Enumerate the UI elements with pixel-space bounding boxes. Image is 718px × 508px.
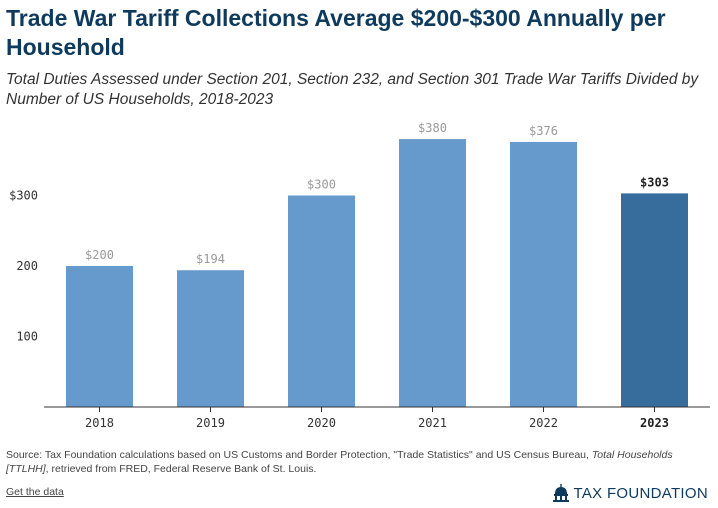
chart-subtitle: Total Duties Assessed under Section 201,…	[6, 71, 699, 108]
data-label: $300	[307, 178, 336, 192]
data-label: $303	[640, 175, 669, 189]
chart-title: Trade War Tariff Collections Average $20…	[6, 5, 666, 60]
y-tick-label: 100	[16, 330, 38, 344]
bar-2023	[621, 193, 688, 407]
bar-2019	[177, 270, 244, 407]
x-tick-label: 2018	[85, 416, 114, 430]
get-the-data-link[interactable]: Get the data	[6, 486, 64, 498]
x-tick-label: 2023	[640, 416, 669, 430]
source-italic: Total Households [TTLHH]	[6, 449, 673, 475]
x-tick-label: 2020	[307, 416, 336, 430]
x-tick-label: 2021	[418, 416, 447, 430]
bar-2018	[66, 266, 133, 407]
data-label: $200	[85, 248, 114, 262]
bar-chart: 100 200 $300 $200 2018 $194 2019 $300 2020 $380 20…	[9, 121, 710, 430]
x-tick-label: 2022	[529, 416, 558, 430]
y-tick-label: $300	[9, 189, 38, 203]
source-suffix: , retrieved from FRED, Federal Reserve B…	[45, 463, 317, 475]
data-label: $380	[418, 121, 447, 135]
data-label: $376	[529, 124, 558, 138]
bar-2022	[510, 141, 577, 408]
bar-2021	[399, 139, 466, 407]
x-tick-label: 2019	[196, 416, 225, 430]
capitol-dome-icon	[552, 484, 569, 502]
data-label: $194	[196, 252, 225, 266]
source-prefix: Source: Tax Foundation calculations base…	[6, 449, 592, 461]
bar-2020	[288, 195, 355, 407]
y-tick-label: 200	[16, 259, 38, 273]
brand-name: TAX FOUNDATION	[573, 484, 708, 502]
source-note: Source: Tax Foundation calculations base…	[6, 448, 706, 476]
tax-foundation-logo: TAX FOUNDATION	[552, 484, 708, 502]
